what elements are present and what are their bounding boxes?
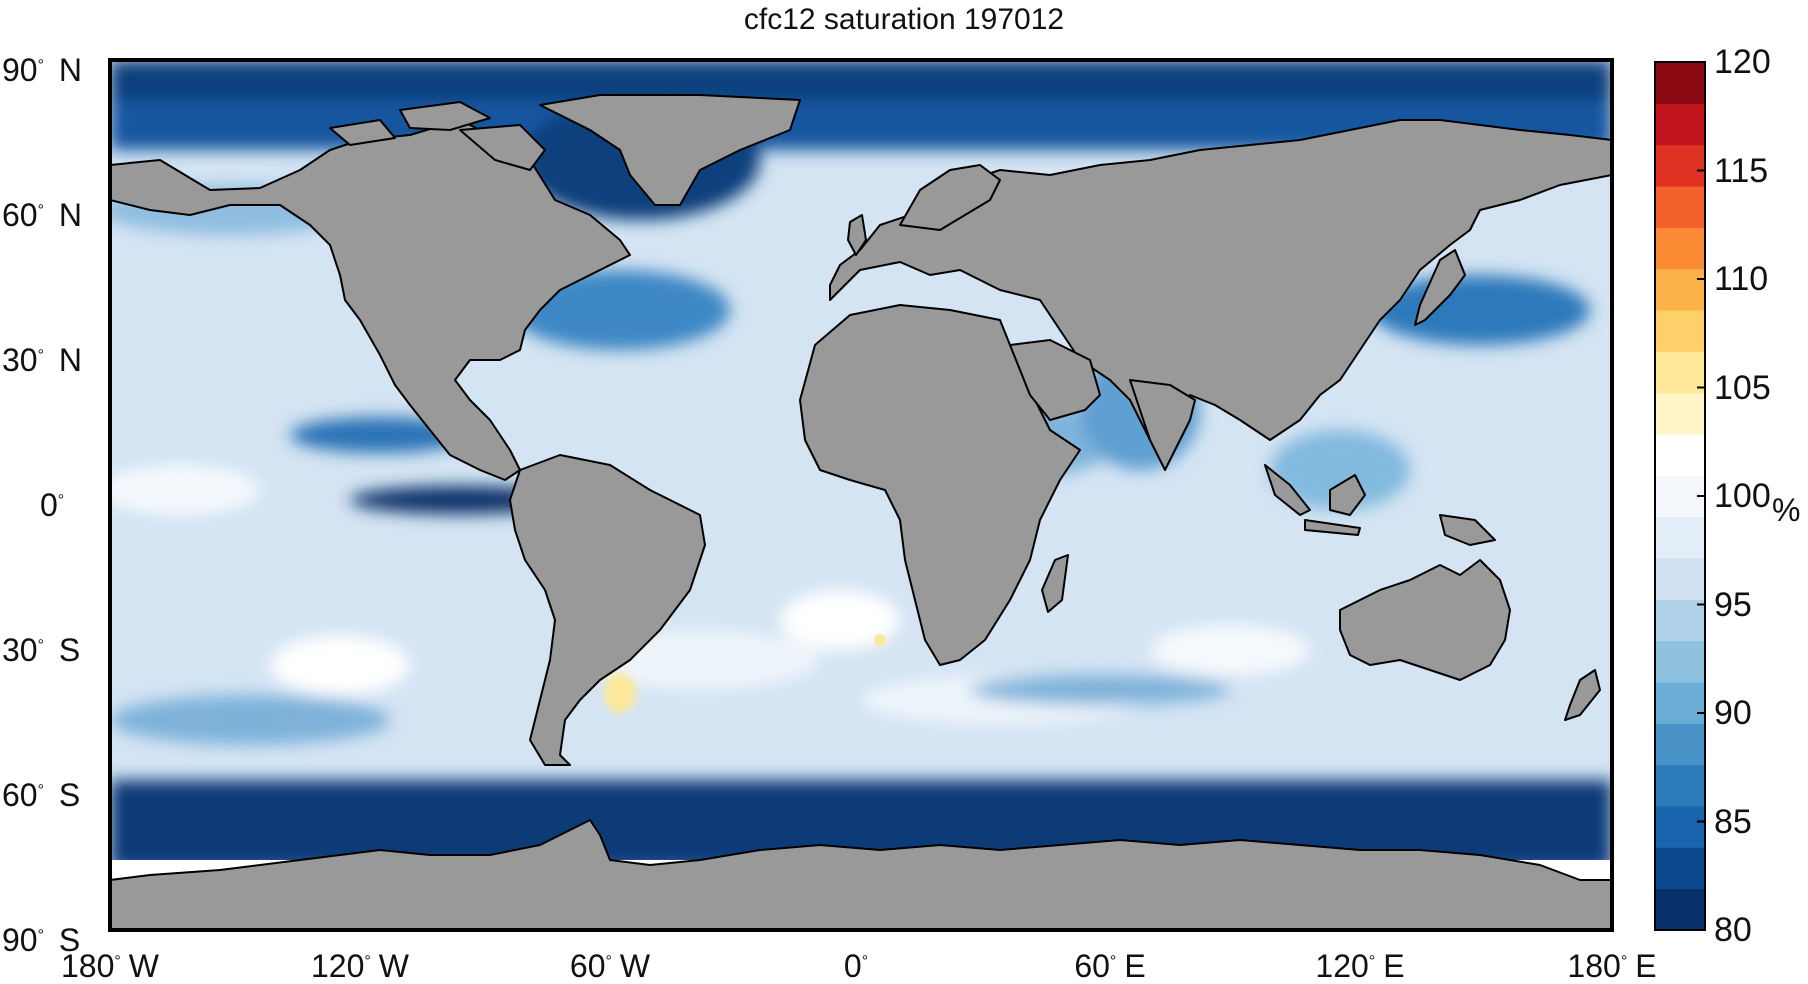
map-title: cfc12 saturation 197012 — [743, 3, 1065, 36]
colorbar-swatch — [1655, 392, 1705, 435]
india — [1129, 379, 1196, 471]
sumatra — [1264, 464, 1311, 516]
arabia — [1009, 339, 1101, 421]
greenland — [539, 94, 801, 206]
land — [110, 94, 1612, 930]
colorbar-tick-label: 100 — [1714, 477, 1771, 515]
lat-label: 60° S — [2, 777, 81, 813]
africa — [799, 304, 1081, 666]
colorbar-swatch — [1655, 888, 1705, 931]
borneo — [1329, 474, 1366, 516]
lat-label: 90° N — [2, 52, 82, 88]
north-america — [110, 119, 631, 481]
colorbar-swatch — [1655, 847, 1705, 890]
lat-label: 90° S — [2, 922, 81, 958]
colorbar — [1655, 62, 1705, 931]
warm-patch-small — [874, 634, 886, 646]
colorbar-tick-label: 120 — [1714, 43, 1771, 81]
colorbar-tick-label: 105 — [1714, 368, 1771, 407]
arctic-island-1 — [399, 101, 491, 131]
arctic-island-2 — [329, 119, 396, 146]
lon-label: 0° — [843, 948, 869, 984]
colorbar-swatch — [1655, 764, 1705, 807]
colorbar-swatch — [1655, 723, 1705, 766]
warm-patch — [604, 673, 636, 713]
lat-label: 30° S — [2, 632, 81, 668]
new-guinea — [1439, 514, 1496, 546]
lat-label: 0° — [40, 487, 65, 523]
ocean-field — [110, 60, 1612, 930]
new-zealand — [1564, 669, 1601, 721]
great-britain — [847, 214, 867, 256]
colorbar-swatch — [1655, 186, 1705, 228]
lon-label: 180° W — [61, 948, 159, 984]
java — [1304, 519, 1361, 536]
colorbar-tick-label: 90 — [1714, 694, 1752, 732]
colorbar-swatch — [1655, 682, 1705, 724]
colorbar-swatch — [1655, 62, 1705, 104]
colorbar-unit: % — [1772, 492, 1801, 528]
colorbar-tick-label: 95 — [1714, 585, 1752, 624]
australia — [1339, 559, 1511, 681]
scandinavia — [899, 164, 1001, 231]
japan — [1414, 249, 1466, 326]
colorbar-tick-label: 85 — [1714, 802, 1752, 841]
colorbar-swatch — [1655, 806, 1705, 848]
colorbar-swatch — [1655, 558, 1705, 600]
madagascar — [1041, 554, 1069, 613]
colorbar-swatch — [1655, 475, 1705, 518]
colorbar-swatch — [1655, 640, 1705, 683]
colorbar-ticks — [1697, 61, 1705, 931]
lat-label: 30° N — [2, 342, 82, 378]
colorbar-swatch — [1655, 103, 1705, 146]
south-america — [509, 454, 706, 766]
colorbar-swatch — [1655, 351, 1705, 394]
lon-label: 120° W — [311, 948, 409, 984]
lon-label: 60° E — [1074, 948, 1146, 984]
colorbar-tick-label: 115 — [1714, 151, 1769, 190]
baffin-island — [459, 124, 546, 171]
colorbar-tick-label: 80 — [1714, 911, 1752, 949]
antarctica — [110, 819, 1612, 930]
colorbar-tick-label: 110 — [1714, 260, 1769, 298]
lon-label: 180° E — [1567, 948, 1657, 984]
colorbar-swatch — [1655, 516, 1705, 559]
lat-label: 60° N — [2, 197, 82, 233]
colorbar-swatch — [1655, 310, 1705, 352]
map-frame — [108, 58, 1614, 932]
lon-label: 120° E — [1315, 948, 1405, 984]
colorbar-swatch — [1655, 268, 1705, 311]
colorbar-swatch — [1655, 599, 1705, 642]
colorbar-swatch — [1655, 144, 1705, 187]
colorbar-swatch — [1655, 227, 1705, 270]
lon-label: 60° W — [569, 948, 651, 984]
eurasia — [829, 119, 1612, 441]
colorbar-swatch — [1655, 434, 1705, 476]
